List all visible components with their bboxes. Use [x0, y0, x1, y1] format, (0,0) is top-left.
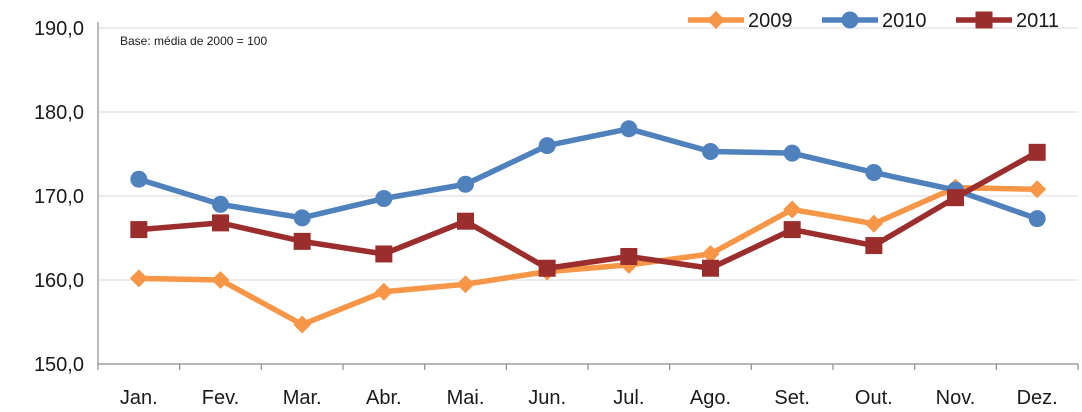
- data-point-2010: [212, 195, 229, 213]
- data-point-2009: [701, 244, 720, 263]
- legend-label: 2009: [748, 10, 793, 32]
- data-point-2010: [293, 209, 311, 227]
- legend-label: 2010: [882, 10, 927, 32]
- y-tick-label: 150,0: [34, 354, 84, 376]
- data-point-2010: [457, 175, 474, 193]
- series-2009: [129, 178, 1047, 334]
- legend: 2009 2010 2011: [688, 10, 1059, 32]
- x-tick-label: Out.: [855, 387, 893, 409]
- data-point-2009: [864, 214, 883, 233]
- data-point-2011: [865, 237, 883, 255]
- legend-item-2009: 2009: [688, 10, 793, 32]
- data-point-2011: [1028, 143, 1046, 161]
- base-annotation: Base: média de 2000 = 100: [120, 34, 267, 48]
- data-point-2010: [702, 142, 719, 160]
- data-point-2011: [130, 221, 148, 239]
- data-point-2011: [620, 247, 638, 265]
- x-tick-label: Jan.: [120, 387, 158, 409]
- data-point-2010: [375, 190, 393, 208]
- series-line-2011: [136, 149, 1040, 271]
- data-point-2009: [456, 275, 475, 294]
- series-lines: [129, 120, 1047, 334]
- data-point-2009: [293, 315, 312, 334]
- x-tick-label: Set.: [774, 387, 810, 409]
- y-tick-label: 170,0: [34, 186, 84, 208]
- x-tick-label: Nov.: [936, 387, 976, 409]
- series-2010: [130, 120, 1046, 228]
- series-line-2010: [136, 126, 1040, 222]
- x-tick-label: Abr.: [366, 387, 402, 409]
- data-point-2011: [212, 214, 229, 232]
- data-point-2010: [538, 137, 556, 155]
- legend-marker: [707, 11, 725, 29]
- data-point-2010: [1028, 210, 1046, 228]
- data-point-2011: [538, 259, 556, 277]
- legend-marker: [841, 11, 859, 29]
- x-tick-label: Mai.: [447, 387, 485, 409]
- x-tick-label: Jul.: [613, 387, 644, 409]
- data-point-2010: [130, 170, 148, 188]
- y-tick-label: 190,0: [34, 18, 84, 40]
- legend-label: 2011: [1016, 10, 1059, 32]
- x-tick-label: Mar.: [283, 387, 322, 409]
- y-tick-label: 180,0: [34, 102, 84, 124]
- data-point-2009: [129, 269, 148, 288]
- x-tick-label: Ago.: [690, 387, 731, 409]
- data-point-2009: [1028, 180, 1047, 199]
- data-point-2011: [457, 212, 474, 230]
- data-point-2011: [293, 232, 311, 250]
- x-tick-label: Jun.: [528, 387, 566, 409]
- legend-item-2011: 2011: [956, 10, 1059, 32]
- data-point-2009: [374, 282, 393, 301]
- legend-item-2010: 2010: [822, 10, 927, 32]
- data-point-2011: [783, 221, 801, 239]
- x-tick-label: Fev.: [202, 387, 239, 409]
- series-line-2009: [136, 184, 1040, 328]
- grid-lines: [98, 27, 1078, 281]
- data-point-2011: [375, 245, 393, 263]
- data-point-2009: [211, 271, 230, 289]
- data-point-2011: [947, 189, 964, 207]
- series-2011: [130, 143, 1046, 277]
- data-point-2010: [783, 144, 801, 162]
- data-point-2011: [702, 259, 719, 277]
- x-tick-label: Dez.: [1017, 387, 1058, 409]
- legend-marker: [975, 11, 993, 29]
- data-point-2010: [865, 163, 883, 181]
- data-point-2009: [783, 200, 802, 219]
- axes: 150,0 160,0 170,0 180,0 190,0 Jan. Fev. Mar. Abr…: [34, 18, 1079, 409]
- y-tick-label: 160,0: [34, 270, 84, 292]
- data-point-2010: [620, 120, 638, 138]
